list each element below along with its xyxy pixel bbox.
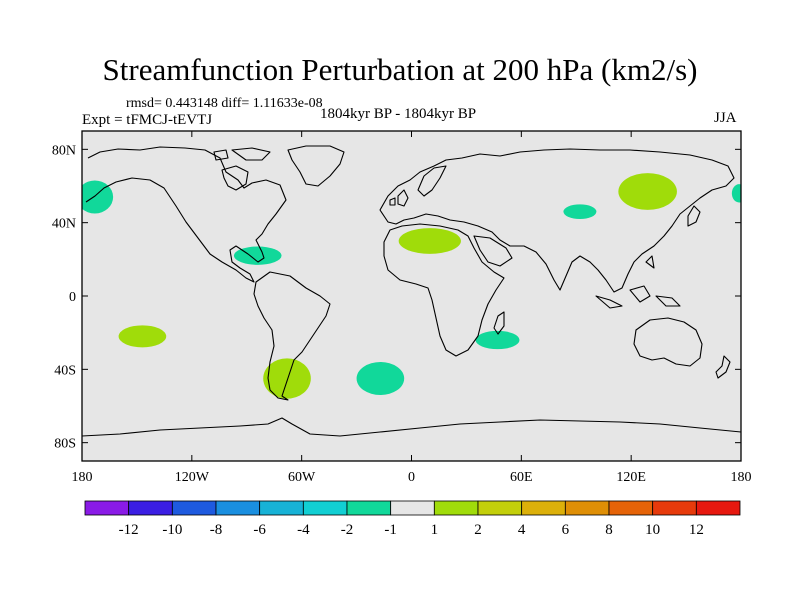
colorbar-swatch — [84, 500, 130, 516]
season-label: JJA — [714, 110, 737, 126]
colorbar-swatch — [390, 500, 435, 516]
anomaly-central-asia-negative — [563, 204, 597, 220]
anomaly-caribbean-negative — [233, 246, 282, 265]
colorbar-label: 8 — [605, 522, 613, 538]
colorbar-swatch — [652, 500, 697, 516]
coastline-south-america — [253, 271, 331, 401]
rmsd-diff-stats: rmsd= 0.443148 diff= 1.11633e-08 — [126, 96, 323, 111]
coastline-british-isles — [389, 189, 409, 207]
colorbar-swatch — [128, 500, 173, 516]
x-tick-label: 120W — [175, 470, 210, 485]
y-tick-label: 40S — [54, 363, 76, 378]
coastline-north-america — [85, 146, 287, 283]
y-tick-label: 80S — [54, 437, 76, 452]
anomaly-north-pacific-east-edge-negative — [731, 184, 741, 203]
coastline-antarctica — [82, 417, 741, 437]
anomaly-mongolia-positive — [618, 173, 677, 210]
coastline-arctic-islands — [213, 147, 271, 161]
colorbar-label: 1 — [431, 522, 439, 538]
x-tick-label: 60W — [288, 470, 316, 485]
y-tick-label: 0 — [69, 290, 76, 305]
colorbar-label: -6 — [253, 522, 266, 538]
coastline-japan — [687, 205, 701, 227]
colorbar-label: -4 — [297, 522, 310, 538]
colorbar-swatch — [564, 500, 610, 516]
colorbar-swatch — [477, 500, 523, 516]
period-label: 1804kyr BP - 1804kyr BP — [320, 106, 477, 122]
coastline-arabian-peninsula — [473, 235, 513, 267]
colorbar-label: 6 — [562, 522, 570, 538]
colorbar-label: -10 — [162, 522, 182, 538]
anomaly-south-pacific-positive — [118, 325, 167, 348]
anomaly-patagonia-positive — [263, 358, 311, 399]
colorbar-swatch — [259, 500, 304, 516]
colorbar-label: 10 — [645, 522, 660, 538]
x-tick-label: 60E — [510, 470, 533, 485]
coastline-eurasia — [379, 148, 735, 293]
x-tick-label: 180 — [72, 470, 93, 485]
colorbar-swatch — [608, 500, 654, 516]
x-tick-label: 180 — [731, 470, 752, 485]
colorbar-label: -12 — [119, 522, 139, 538]
colorbar-swatch — [695, 500, 741, 516]
anomaly-madagascar-negative — [475, 330, 520, 350]
colorbar-swatch — [302, 500, 348, 516]
colorbar-swatch — [346, 500, 392, 516]
coastline-africa — [383, 223, 505, 357]
colorbar-swatch — [171, 500, 217, 516]
plot-title: Streamfunction Perturbation at 200 hPa (… — [102, 52, 698, 87]
colorbar-label: 4 — [518, 522, 526, 538]
coastline-australia — [633, 317, 703, 367]
colorbar-label: -2 — [341, 522, 354, 538]
coastline-greenland — [287, 145, 345, 187]
coastline-madagascar — [493, 311, 505, 335]
coastline-hudson-bay — [221, 165, 249, 191]
coastline-new-zealand — [715, 355, 731, 379]
x-tick-label: 120E — [616, 470, 646, 485]
colorbar-label: -8 — [210, 522, 223, 538]
colorbar-swatch — [215, 500, 261, 516]
y-tick-label: 80N — [52, 143, 76, 158]
anomaly-north-pacific-negative — [82, 180, 114, 214]
x-tick-label: 0 — [408, 470, 415, 485]
colorbar-label: 12 — [689, 522, 704, 538]
colorbar-label: -1 — [384, 522, 397, 538]
colorbar-label: 2 — [474, 522, 482, 538]
colorbar-swatch — [521, 500, 566, 516]
anomaly-north-africa-positive — [398, 228, 461, 254]
coastline-maritime-continent — [595, 255, 681, 309]
anomaly-south-atlantic-negative — [356, 362, 405, 395]
y-tick-label: 40N — [52, 217, 76, 232]
colorbar-swatch — [433, 500, 479, 516]
experiment-label: Expt = tFMCJ-tEVTJ — [82, 112, 213, 128]
coastline-scandinavia — [417, 165, 447, 197]
